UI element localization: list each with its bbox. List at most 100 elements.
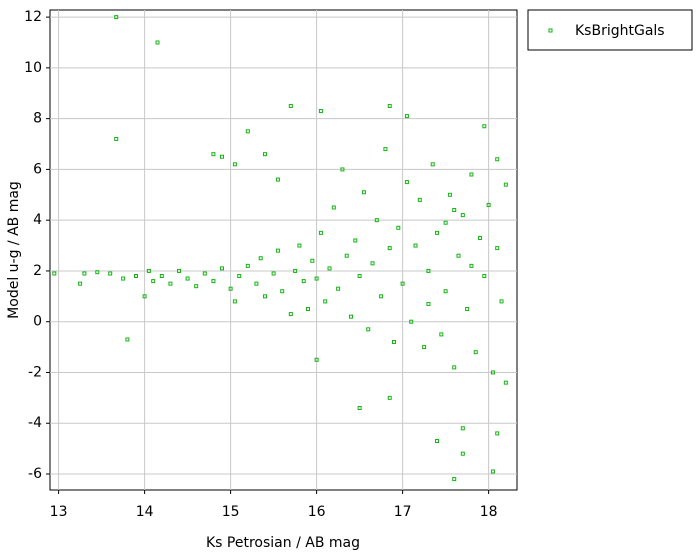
point — [349, 314, 354, 319]
point — [155, 40, 160, 45]
point — [177, 268, 182, 273]
point — [310, 258, 315, 263]
y-tick-label: -6 — [28, 466, 42, 482]
point — [142, 294, 147, 299]
point — [293, 268, 298, 273]
point — [379, 294, 384, 299]
point — [460, 426, 465, 431]
point — [275, 248, 280, 253]
y-tick-label: 12 — [24, 9, 42, 25]
point — [465, 307, 470, 312]
point — [331, 205, 336, 210]
point — [288, 103, 293, 108]
y-tick-label: 0 — [33, 314, 42, 330]
legend — [527, 9, 693, 51]
point — [263, 294, 268, 299]
y-axis-label: Model u-g / AB mag — [6, 181, 22, 319]
point — [108, 271, 113, 276]
point — [426, 301, 431, 306]
point — [460, 213, 465, 218]
point — [387, 395, 392, 400]
point — [353, 238, 358, 243]
point — [456, 253, 461, 258]
point — [400, 281, 405, 286]
point — [413, 243, 418, 248]
point — [275, 177, 280, 182]
x-tick-label: 17 — [394, 504, 412, 520]
point — [95, 270, 100, 275]
point — [185, 276, 190, 281]
point — [486, 202, 491, 207]
x-tick-label: 15 — [222, 504, 240, 520]
point — [452, 477, 457, 482]
point — [114, 136, 119, 141]
point — [503, 380, 508, 385]
y-tick-label: 8 — [33, 111, 42, 127]
point — [194, 284, 199, 289]
x-tick-label: 16 — [308, 504, 326, 520]
point — [452, 208, 457, 213]
point — [151, 279, 156, 284]
point — [168, 281, 173, 286]
point — [370, 261, 375, 266]
point — [443, 289, 448, 294]
point — [447, 192, 452, 197]
point — [361, 190, 366, 195]
y-tick-label: -2 — [28, 364, 42, 380]
x-axis-label: Ks Petrosian / AB mag — [206, 535, 360, 551]
point — [469, 263, 474, 268]
point — [211, 279, 216, 284]
point — [404, 180, 409, 185]
point — [439, 332, 444, 337]
point — [392, 340, 397, 345]
point — [357, 406, 362, 411]
point — [396, 225, 401, 230]
point — [271, 271, 276, 276]
point — [490, 469, 495, 474]
point — [383, 147, 388, 152]
point — [288, 312, 293, 317]
point — [301, 279, 306, 284]
point — [387, 246, 392, 251]
x-tick-label: 18 — [480, 504, 498, 520]
point — [426, 268, 431, 273]
legend-marker — [548, 28, 553, 33]
point — [435, 439, 440, 444]
point — [125, 337, 130, 342]
point — [473, 350, 478, 355]
point — [297, 243, 302, 248]
y-tick-label: 4 — [33, 212, 42, 228]
point — [318, 109, 323, 114]
point — [422, 345, 427, 350]
y-tick-label: -4 — [28, 415, 42, 431]
point — [232, 162, 237, 167]
point — [323, 299, 328, 304]
point — [482, 274, 487, 279]
point — [460, 451, 465, 456]
point — [211, 152, 216, 157]
point — [327, 266, 332, 271]
y-tick-label: 10 — [24, 60, 42, 76]
grid — [50, 10, 517, 490]
point — [430, 162, 435, 167]
point — [159, 274, 164, 279]
point — [482, 124, 487, 129]
x-tick-label: 13 — [50, 504, 68, 520]
point — [409, 319, 414, 324]
point — [499, 299, 504, 304]
point — [146, 268, 151, 273]
point — [237, 274, 242, 279]
point — [366, 327, 371, 332]
point — [52, 271, 57, 276]
point — [254, 281, 259, 286]
point — [495, 431, 500, 436]
point — [202, 271, 207, 276]
point — [336, 286, 341, 291]
point — [374, 218, 379, 223]
plot-area — [49, 9, 518, 491]
point — [232, 299, 237, 304]
x-tick-label: 14 — [136, 504, 154, 520]
point — [280, 289, 285, 294]
point — [245, 129, 250, 134]
